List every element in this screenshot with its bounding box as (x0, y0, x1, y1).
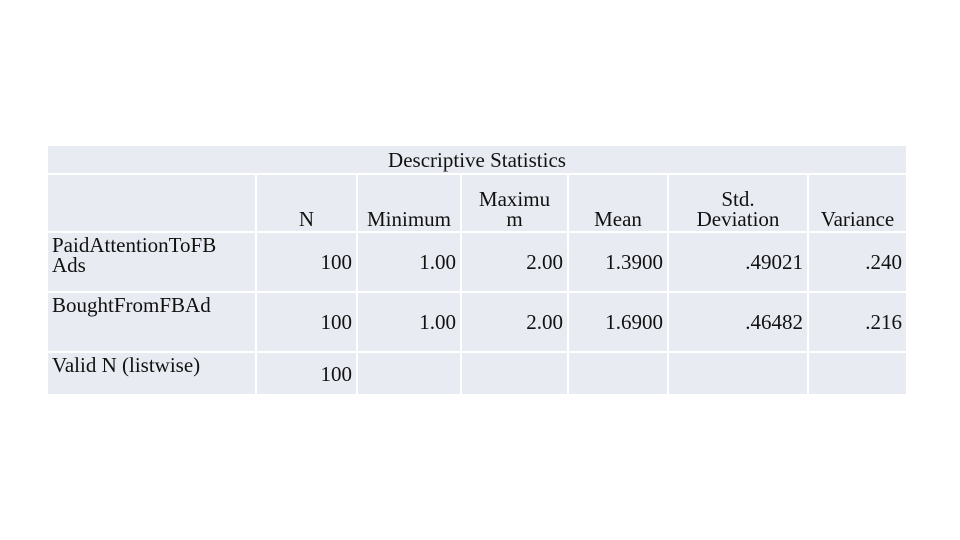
row-label-text: PaidAttentionToFB Ads (52, 233, 217, 277)
value-cell: .216 (809, 293, 908, 353)
column-header: Minimum (358, 175, 462, 233)
value-cell: .49021 (669, 233, 809, 293)
column-header-text: Minimum (366, 207, 451, 231)
column-header-text: Variance (820, 207, 895, 231)
column-header: Std. Deviation (669, 175, 809, 233)
column-header-text: Maximu m (478, 187, 551, 231)
value-cell: 100 (257, 293, 358, 353)
column-header: Maximu m (462, 175, 569, 233)
value-cell-text: .216 (865, 310, 902, 334)
row-label-text: BoughtFromFBAd (52, 293, 211, 317)
value-cell-text: .46482 (745, 310, 803, 334)
value-cell-text: 100 (320, 310, 353, 334)
column-header: Variance (809, 175, 908, 233)
value-cell: 1.6900 (569, 293, 669, 353)
column-header: N (257, 175, 358, 233)
empty-cell (669, 353, 809, 396)
value-cell-text: 100 (320, 361, 353, 386)
value-cell-text: .240 (865, 250, 902, 274)
value-cell: 100 (257, 233, 358, 293)
value-cell-text: .49021 (745, 250, 803, 274)
value-cell: 2.00 (462, 233, 569, 293)
value-cell-text: 100 (320, 250, 353, 274)
value-cell-text: 1.00 (419, 250, 456, 274)
empty-cell (809, 353, 908, 396)
value-cell: 2.00 (462, 293, 569, 353)
empty-cell (569, 353, 669, 396)
descriptive-statistics-table: Descriptive Statistics N Minimum Maximu m Me… (48, 146, 908, 396)
value-cell: 1.3900 (569, 233, 669, 293)
table-title-text: Descriptive Statistics (388, 147, 566, 172)
value-cell: .240 (809, 233, 908, 293)
value-cell-text: 2.00 (526, 250, 563, 274)
column-header: Mean (569, 175, 669, 233)
value-cell-text: 1.00 (419, 310, 456, 334)
column-header-text: Std. Deviation (696, 187, 780, 231)
row-label: BoughtFromFBAd (48, 293, 257, 353)
value-cell-text: 1.6900 (605, 310, 663, 334)
value-cell-text: 1.3900 (605, 250, 663, 274)
row-label-text: Valid N (listwise) (52, 353, 201, 377)
value-cell: 1.00 (358, 233, 462, 293)
corner-cell (48, 175, 257, 233)
row-label: Valid N (listwise) (48, 353, 257, 396)
value-cell: .46482 (669, 293, 809, 353)
value-cell-text: 2.00 (526, 310, 563, 334)
value-cell: 100 (257, 353, 358, 396)
row-label: PaidAttentionToFB Ads (48, 233, 257, 293)
empty-cell (462, 353, 569, 396)
value-cell: 1.00 (358, 293, 462, 353)
column-header-text: N (298, 207, 315, 231)
empty-cell (358, 353, 462, 396)
table-title: Descriptive Statistics (48, 146, 908, 175)
column-header-text: Mean (594, 207, 642, 231)
